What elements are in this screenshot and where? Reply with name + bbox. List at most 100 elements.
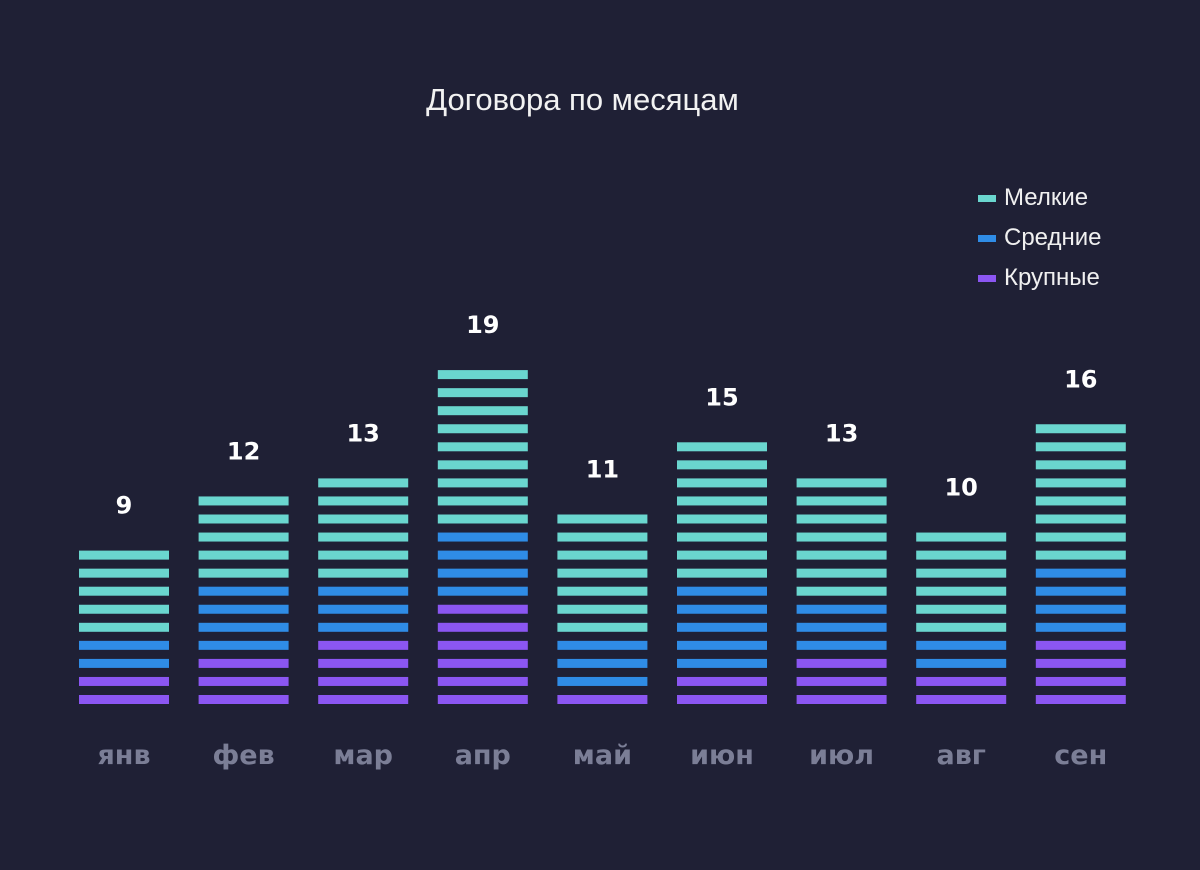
bar-segment [437,604,528,614]
legend-swatch [978,274,996,282]
bar-segment [916,550,1007,560]
bar-segment [198,532,289,542]
bar-segment [1035,586,1126,596]
bar-segment [79,676,169,686]
bar-segment [1035,496,1126,506]
bar-segment [437,568,528,578]
bar-segment [796,640,887,650]
bar-segment [198,550,289,560]
x-tick-label: июл [809,740,874,771]
bar-segment [916,622,1007,632]
x-tick-label: май [573,740,632,771]
bar-segment [198,496,289,506]
bar-segment [318,622,409,632]
bar-segment [1035,532,1126,542]
data-label: 11 [586,456,619,484]
bar-segment [677,586,767,596]
bar-segment [677,550,767,560]
bar-segment [557,676,648,686]
bar-segment [318,695,409,704]
bar-segment [796,514,887,524]
data-label: 16 [1064,365,1097,393]
bar-segment [796,676,887,686]
bar-segment [318,550,409,560]
bar-segment [318,532,409,542]
bar-segment [557,695,648,704]
data-label: 13 [825,419,858,447]
legend-swatch [978,234,996,242]
bar-segment [198,514,289,524]
bar-segment [677,514,767,524]
bar-segment [437,514,528,524]
legend-item: Средние [978,218,1102,258]
bar-segment [318,604,409,614]
data-label: 12 [227,437,260,465]
bar-segment [437,370,528,380]
bar-segment [437,406,528,416]
bar-segment [557,514,648,524]
bar-segment [1035,568,1126,578]
bar-segment [916,640,1007,650]
bar-segment [557,586,648,596]
bar-segment [437,550,528,560]
bar-segment [796,604,887,614]
bar-segment [677,478,767,488]
bar-segment [916,695,1007,704]
legend-label: Средние [1004,224,1102,251]
bar-segment [677,676,767,686]
data-label: 10 [944,474,977,502]
bar-segment [79,695,169,704]
legend-item: Мелкие [978,178,1102,218]
legend-item: Крупные [978,258,1102,298]
bar-segment [557,622,648,632]
bar-segment [1035,550,1126,560]
bar-segment [677,460,767,470]
bar-segment [318,496,409,506]
bar-segment [796,622,887,632]
bar-segment [557,658,648,668]
bar-segment [198,604,289,614]
x-tick-label: янв [97,740,150,771]
bar-segment [437,695,528,704]
bar-segment [437,586,528,596]
bar-segment [198,586,289,596]
bar-segment [796,586,887,596]
bar-segment [677,622,767,632]
bar-segment [318,658,409,668]
bar-segment [198,640,289,650]
bar-segment [916,586,1007,596]
bar-segment [318,586,409,596]
bar-segment [557,604,648,614]
x-tick-label: авг [936,740,985,771]
bar-segment [796,568,887,578]
bar-segment [1035,676,1126,686]
bar-segment [79,586,169,596]
bar-segment [79,550,169,560]
data-label: 19 [466,311,499,339]
bar-segment [79,622,169,632]
bar-segment [198,568,289,578]
bar-segment [1035,604,1126,614]
data-label: 9 [116,492,133,520]
bar-segment [437,460,528,470]
bar-segment [916,568,1007,578]
bar-segment [1035,514,1126,524]
legend-label: Крупные [1004,264,1100,291]
legend-label: Мелкие [1004,184,1089,211]
bar-segment [437,658,528,668]
bar-segment [198,676,289,686]
x-tick-label: июн [690,740,754,771]
bar-segment [1035,622,1126,632]
bar-segment [916,532,1007,542]
bar-segment [198,658,289,668]
bar-segment [437,424,528,434]
bar-segment [437,622,528,632]
bar-segment [437,640,528,650]
bar-segment [1035,658,1126,668]
bar-segment [677,604,767,614]
bar-segment [677,658,767,668]
bar-segment [437,442,528,452]
legend: Мелкие Средние Крупные [978,178,1102,298]
bar-segment [677,442,767,452]
